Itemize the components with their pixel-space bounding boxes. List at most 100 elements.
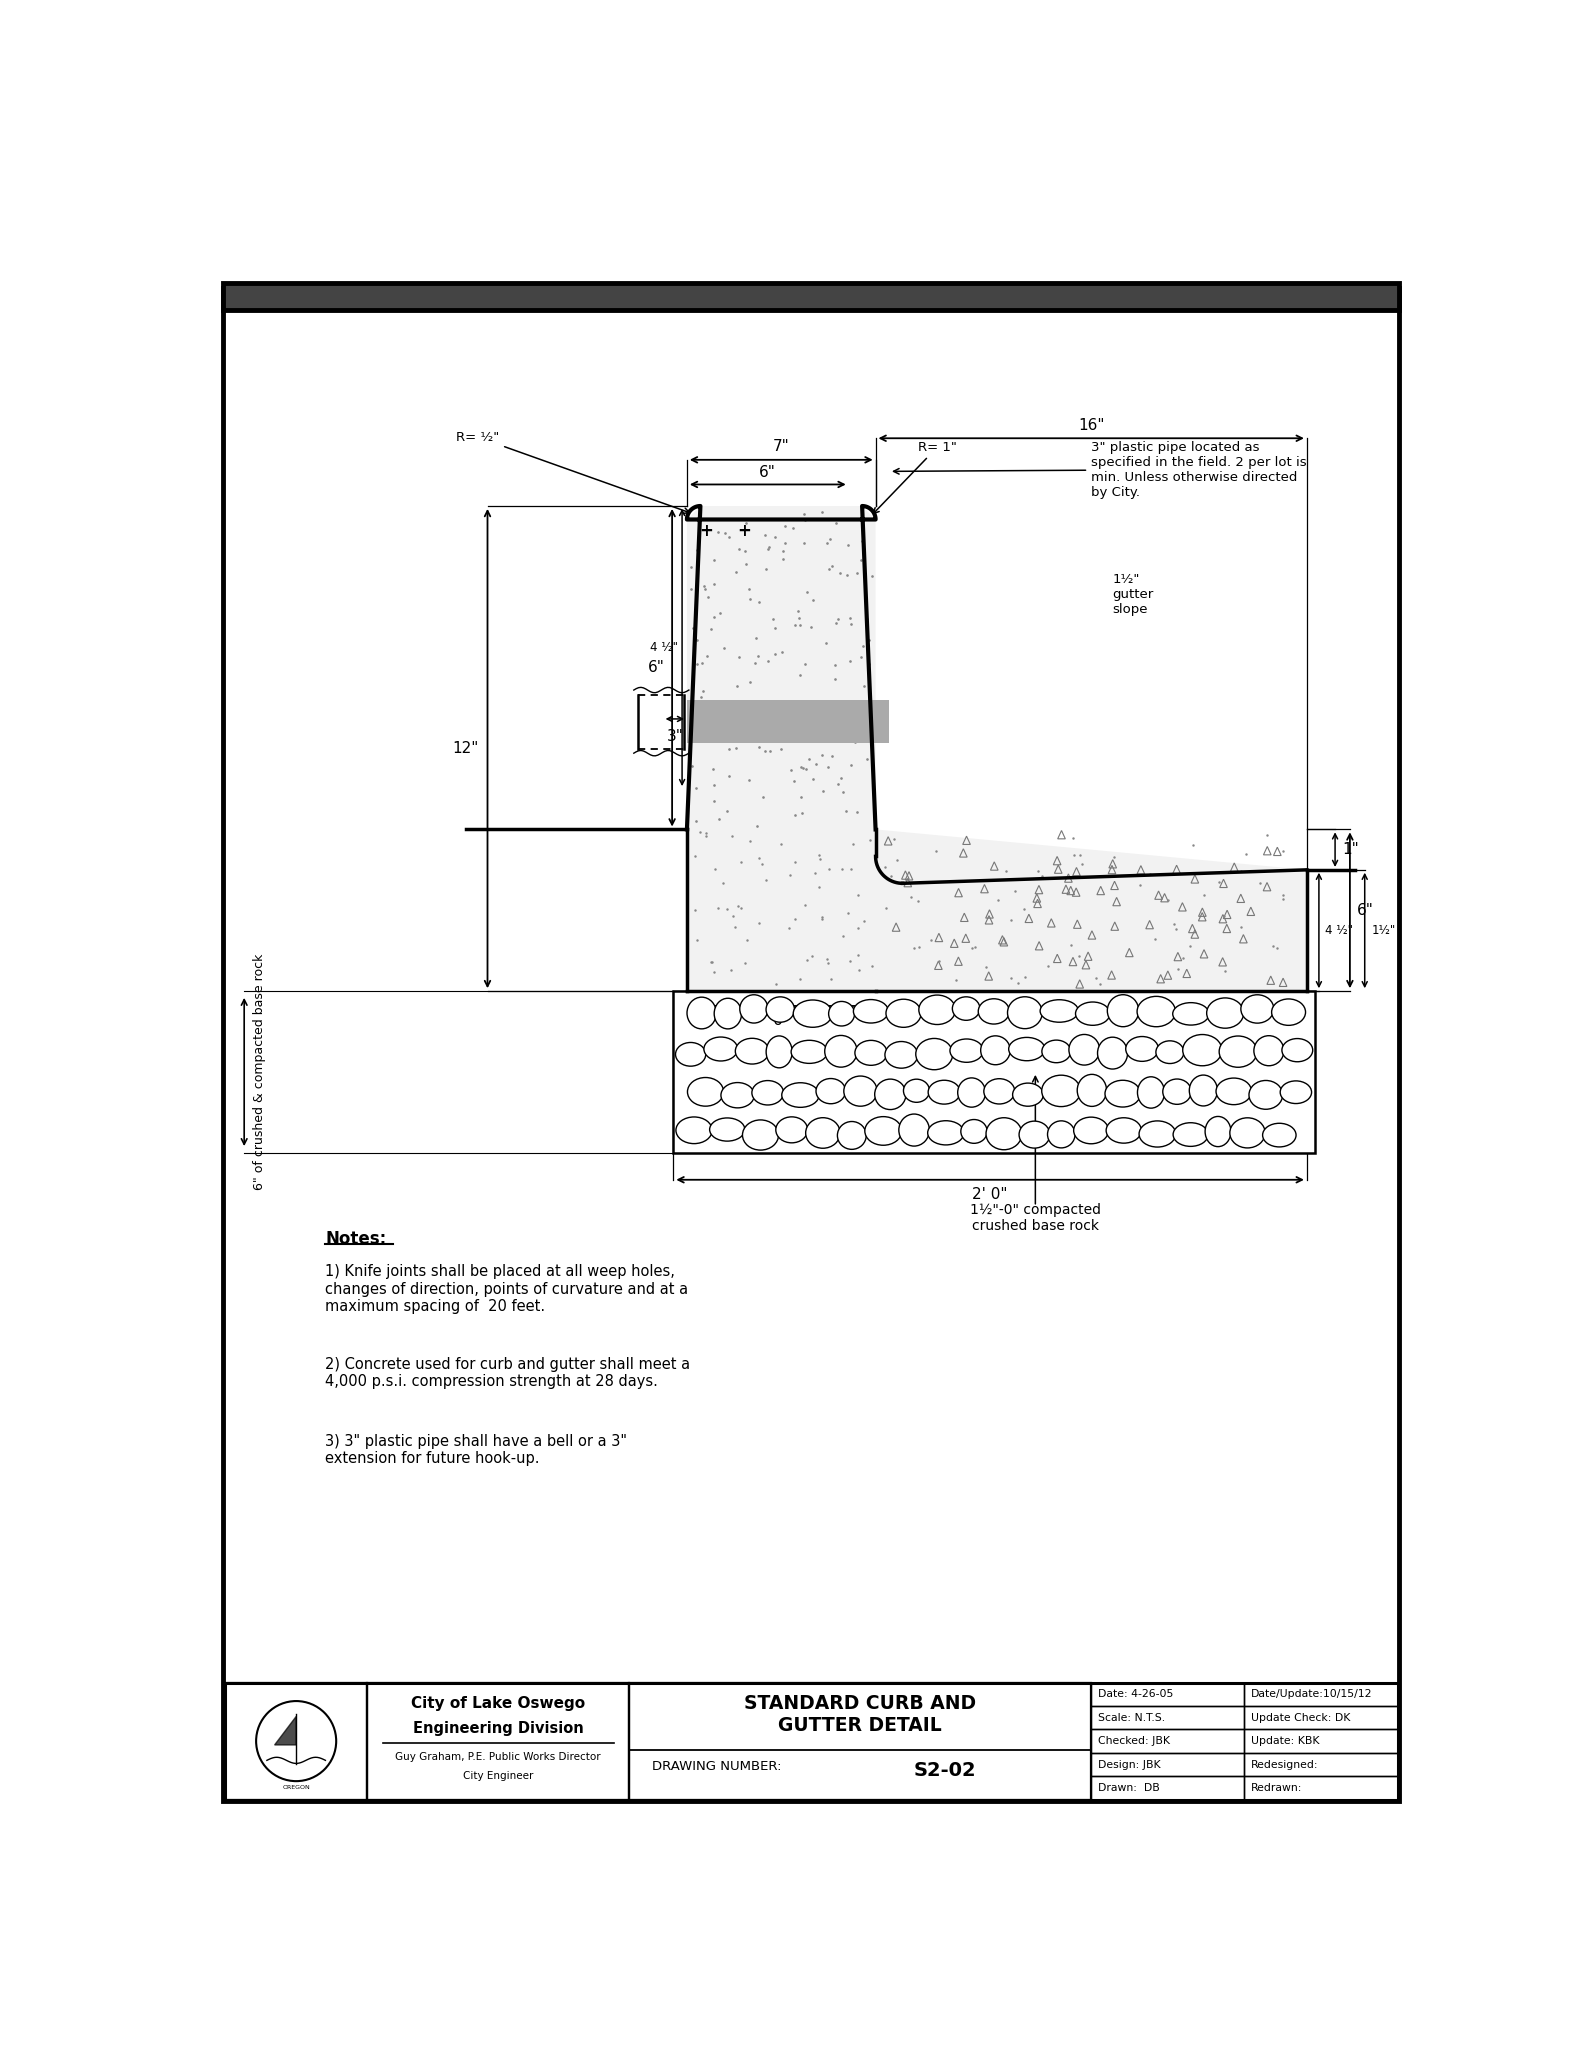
Ellipse shape [1164,1079,1192,1104]
Ellipse shape [1013,1083,1043,1106]
Ellipse shape [687,1077,723,1106]
Ellipse shape [1107,1118,1141,1143]
Ellipse shape [1206,997,1244,1028]
Ellipse shape [1216,1077,1252,1104]
Ellipse shape [742,1120,779,1151]
Ellipse shape [736,1038,769,1065]
Ellipse shape [1271,999,1306,1026]
Ellipse shape [676,1042,706,1067]
Polygon shape [687,829,875,991]
Text: 3" plastic pipe located as
specified in the field. 2 per lot is
min. Unless othe: 3" plastic pipe located as specified in … [893,440,1308,498]
Text: 1½"-0" compacted
crushed base rock: 1½"-0" compacted crushed base rock [970,1202,1100,1233]
Ellipse shape [1249,1081,1282,1110]
Ellipse shape [855,1040,886,1065]
Text: 1½"
gutter
slope: 1½" gutter slope [1113,573,1154,616]
Text: 6": 6" [760,465,776,479]
Text: Design: JBK: Design: JBK [1099,1759,1160,1769]
Bar [1091,1706,1244,1729]
Text: City of Lake Oswego: City of Lake Oswego [412,1696,586,1710]
Ellipse shape [886,999,921,1028]
Bar [225,1683,1398,1800]
Ellipse shape [918,995,956,1024]
Bar [1244,1683,1398,1706]
Bar [1091,1753,1244,1776]
Ellipse shape [837,1122,866,1149]
Ellipse shape [676,1116,712,1143]
Text: Update Check: DK: Update Check: DK [1251,1712,1350,1722]
Ellipse shape [1073,1116,1108,1143]
Text: Redesigned:: Redesigned: [1251,1759,1319,1769]
Ellipse shape [958,1077,986,1108]
Bar [367,1683,628,1800]
Text: 7": 7" [773,440,790,455]
Ellipse shape [825,1036,856,1067]
Text: 6" of crushed & compacted base rock: 6" of crushed & compacted base rock [253,954,266,1190]
Text: +: + [700,522,712,541]
Bar [1091,1776,1244,1800]
Ellipse shape [1069,1034,1100,1065]
Text: Guy Graham, P.E. Public Works Director: Guy Graham, P.E. Public Works Director [396,1751,602,1761]
Ellipse shape [953,997,980,1020]
Ellipse shape [1156,1040,1184,1063]
Bar [1244,1776,1398,1800]
Ellipse shape [864,1116,902,1145]
Text: STANDARD CURB AND
GUTTER DETAIL: STANDARD CURB AND GUTTER DETAIL [744,1694,977,1735]
Text: 2) Concrete used for curb and gutter shall meet a
4,000 p.s.i. compression stren: 2) Concrete used for curb and gutter sha… [325,1358,690,1389]
Ellipse shape [709,1118,746,1141]
Ellipse shape [1126,1036,1159,1061]
Bar [687,700,890,743]
Ellipse shape [1241,995,1274,1024]
Ellipse shape [720,1083,754,1108]
Ellipse shape [961,1120,988,1143]
Ellipse shape [739,995,768,1024]
Ellipse shape [828,1001,855,1026]
Ellipse shape [950,1038,983,1063]
Ellipse shape [793,999,833,1028]
Text: 1½": 1½" [1371,924,1396,938]
Ellipse shape [1008,1038,1045,1061]
Bar [1244,1729,1398,1753]
Text: 16": 16" [1078,418,1105,432]
Bar [223,283,1399,309]
Ellipse shape [986,1118,1023,1149]
Ellipse shape [1219,1036,1257,1067]
Ellipse shape [983,1079,1015,1104]
Polygon shape [687,506,875,829]
Bar [225,1683,367,1800]
Text: 4 ½": 4 ½" [651,641,678,653]
Ellipse shape [1108,995,1138,1026]
Ellipse shape [792,1040,828,1063]
Ellipse shape [1042,1075,1081,1106]
Text: 3) 3" plastic pipe shall have a bell or a 3"
extension for future hook-up.: 3) 3" plastic pipe shall have a bell or … [325,1434,627,1466]
Ellipse shape [714,997,741,1028]
Text: 3": 3" [666,729,684,743]
Ellipse shape [928,1120,964,1145]
Ellipse shape [782,1083,818,1108]
Ellipse shape [1040,999,1078,1022]
Ellipse shape [1173,1122,1208,1147]
Ellipse shape [1097,1036,1127,1069]
Ellipse shape [704,1036,738,1061]
Bar [1091,1683,1244,1706]
Text: 1) Knife joints shall be placed at all weep holes,
changes of direction, points : 1) Knife joints shall be placed at all w… [325,1264,689,1315]
Ellipse shape [1281,1081,1312,1104]
Ellipse shape [1075,1001,1110,1026]
Text: Drawn:  DB: Drawn: DB [1099,1784,1160,1792]
Text: 6": 6" [649,659,665,676]
Ellipse shape [766,1036,792,1067]
Ellipse shape [875,1079,905,1110]
Ellipse shape [1048,1120,1075,1147]
Text: Redrawn:: Redrawn: [1251,1784,1303,1792]
Ellipse shape [1076,1075,1107,1106]
Text: OREGON: OREGON [282,1786,310,1790]
Ellipse shape [1138,1077,1165,1108]
Text: R= 1": R= 1" [776,850,880,956]
Ellipse shape [1042,1040,1070,1063]
Text: 12": 12" [451,741,478,756]
Bar [1244,1753,1398,1776]
Text: Update: KBK: Update: KBK [1251,1737,1320,1747]
Text: 1": 1" [1342,842,1358,858]
Polygon shape [673,991,1315,1153]
Polygon shape [875,829,1308,991]
Text: Date: 4-26-05: Date: 4-26-05 [1099,1690,1173,1700]
